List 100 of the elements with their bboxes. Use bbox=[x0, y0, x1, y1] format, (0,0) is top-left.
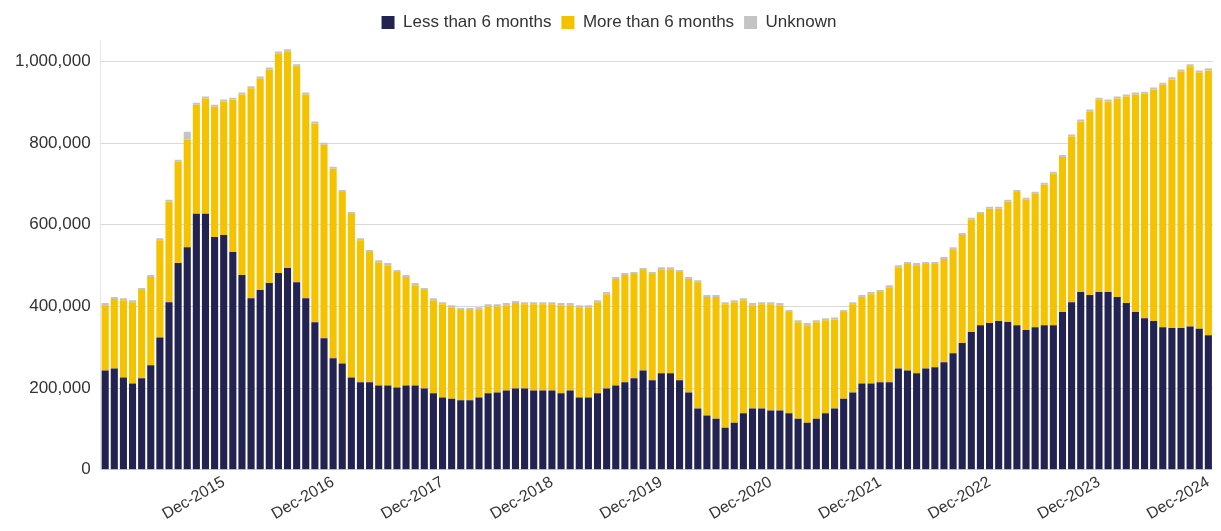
bar bbox=[903, 370, 912, 470]
bar bbox=[1077, 121, 1085, 293]
bar bbox=[101, 303, 109, 306]
bar bbox=[201, 98, 210, 214]
bar bbox=[302, 94, 310, 299]
bar bbox=[1077, 292, 1085, 470]
bar bbox=[657, 269, 665, 374]
bar bbox=[676, 272, 684, 381]
bar bbox=[621, 274, 629, 383]
bar bbox=[1168, 77, 1176, 80]
bar bbox=[849, 392, 857, 470]
bar bbox=[739, 298, 747, 301]
bar bbox=[1022, 199, 1030, 331]
bar bbox=[1004, 199, 1012, 202]
bar bbox=[220, 234, 228, 470]
bar bbox=[229, 97, 237, 100]
bar bbox=[475, 309, 483, 398]
bar bbox=[584, 397, 592, 470]
bar bbox=[612, 385, 620, 470]
bar bbox=[1131, 312, 1139, 470]
bar bbox=[967, 219, 975, 333]
bar bbox=[429, 393, 437, 470]
bar bbox=[1095, 99, 1103, 293]
bar bbox=[119, 377, 127, 470]
bar bbox=[1113, 96, 1121, 99]
bar bbox=[976, 325, 984, 470]
bar bbox=[1013, 192, 1021, 326]
bar bbox=[922, 263, 930, 369]
bar bbox=[821, 318, 829, 321]
bar bbox=[521, 302, 529, 305]
bar bbox=[821, 413, 829, 470]
bar bbox=[566, 305, 574, 391]
bar bbox=[466, 308, 474, 311]
bar bbox=[1113, 296, 1121, 470]
bar bbox=[174, 263, 182, 470]
bar bbox=[557, 303, 565, 306]
bar bbox=[803, 422, 811, 470]
bar bbox=[411, 285, 419, 386]
bar bbox=[110, 299, 118, 369]
bar bbox=[949, 353, 957, 470]
bar bbox=[174, 159, 182, 162]
bar bbox=[539, 302, 547, 305]
bar bbox=[967, 332, 975, 470]
bar bbox=[1040, 184, 1048, 326]
y-tick-label: 600,000 bbox=[29, 214, 91, 234]
bar bbox=[1031, 193, 1039, 328]
bar bbox=[913, 265, 921, 374]
bar bbox=[630, 274, 638, 379]
bar bbox=[840, 310, 848, 313]
bar bbox=[466, 400, 474, 470]
bar bbox=[876, 382, 884, 470]
bar bbox=[411, 283, 419, 286]
bar bbox=[1195, 70, 1203, 73]
bar bbox=[493, 306, 501, 393]
bar bbox=[283, 51, 292, 268]
bar bbox=[967, 217, 975, 220]
bar bbox=[557, 393, 565, 470]
bar bbox=[630, 378, 638, 470]
y-tick-label: 800,000 bbox=[29, 132, 91, 152]
bar bbox=[1058, 156, 1067, 313]
bar bbox=[776, 410, 784, 470]
bar bbox=[657, 373, 665, 470]
bar bbox=[840, 312, 848, 399]
bar bbox=[1013, 190, 1021, 193]
bar bbox=[1049, 325, 1057, 470]
bar bbox=[1140, 93, 1149, 319]
bar bbox=[584, 307, 592, 398]
bar bbox=[338, 363, 346, 470]
bar bbox=[940, 256, 948, 260]
bar bbox=[803, 323, 811, 326]
bar bbox=[247, 298, 255, 470]
bar bbox=[1131, 94, 1139, 313]
bar bbox=[1104, 101, 1112, 293]
bar bbox=[831, 319, 839, 409]
bar bbox=[329, 168, 337, 359]
bar bbox=[1077, 119, 1085, 122]
bar bbox=[685, 276, 693, 280]
bar bbox=[256, 290, 264, 470]
bar bbox=[320, 142, 328, 145]
bar bbox=[174, 161, 182, 264]
bar bbox=[156, 238, 164, 241]
bar bbox=[302, 298, 310, 470]
bar bbox=[758, 304, 766, 409]
bar bbox=[502, 390, 510, 470]
bar bbox=[338, 190, 346, 193]
bar bbox=[256, 76, 264, 79]
bar bbox=[593, 393, 602, 470]
bar bbox=[593, 302, 602, 394]
bar bbox=[302, 92, 310, 95]
y-tick-label: 0 bbox=[81, 459, 91, 479]
bar bbox=[1113, 98, 1121, 297]
bar bbox=[1013, 325, 1021, 470]
bar bbox=[128, 300, 137, 303]
bar bbox=[758, 408, 766, 470]
bar bbox=[694, 282, 702, 409]
bar bbox=[484, 393, 492, 470]
bar bbox=[138, 378, 146, 470]
bar bbox=[931, 263, 939, 368]
bar bbox=[1159, 84, 1167, 328]
bar bbox=[703, 296, 711, 416]
